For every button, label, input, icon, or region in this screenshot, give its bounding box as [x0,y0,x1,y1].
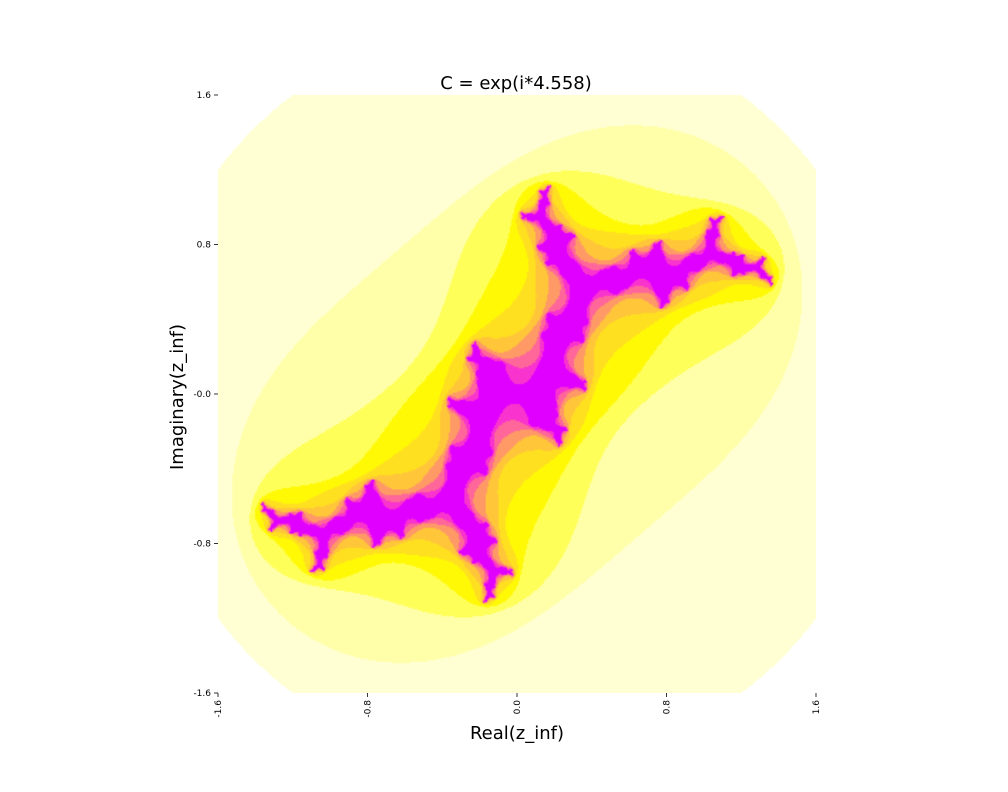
y-tick-label: 1.6 [197,91,212,101]
x-tick-label: 0.0 [513,700,523,715]
x-axis-label: Real(z_inf) [470,723,564,744]
x-axis-ticks: -1.6 -0.8 0.0 0.8 1.6 [214,693,822,718]
chart-title: C = exp(i*4.558) [440,73,592,94]
y-axis-label: Imaginary(z_inf) [167,324,188,470]
x-tick-label: 1.6 [812,700,822,715]
x-tick-label: 0.8 [663,700,673,715]
y-tick-label: -0.8 [193,540,211,550]
x-tick-label: -1.6 [214,700,224,718]
y-tick-label: -0.0 [193,390,211,400]
plot-area [218,95,816,693]
y-tick-label: -1.6 [193,689,211,699]
y-axis-ticks: 1.6 0.8 -0.0 -0.8 -1.6 [193,91,218,699]
x-tick-label: -0.8 [364,700,374,718]
y-tick-label: 0.8 [197,241,212,251]
julia-set-heatmap [218,95,816,693]
